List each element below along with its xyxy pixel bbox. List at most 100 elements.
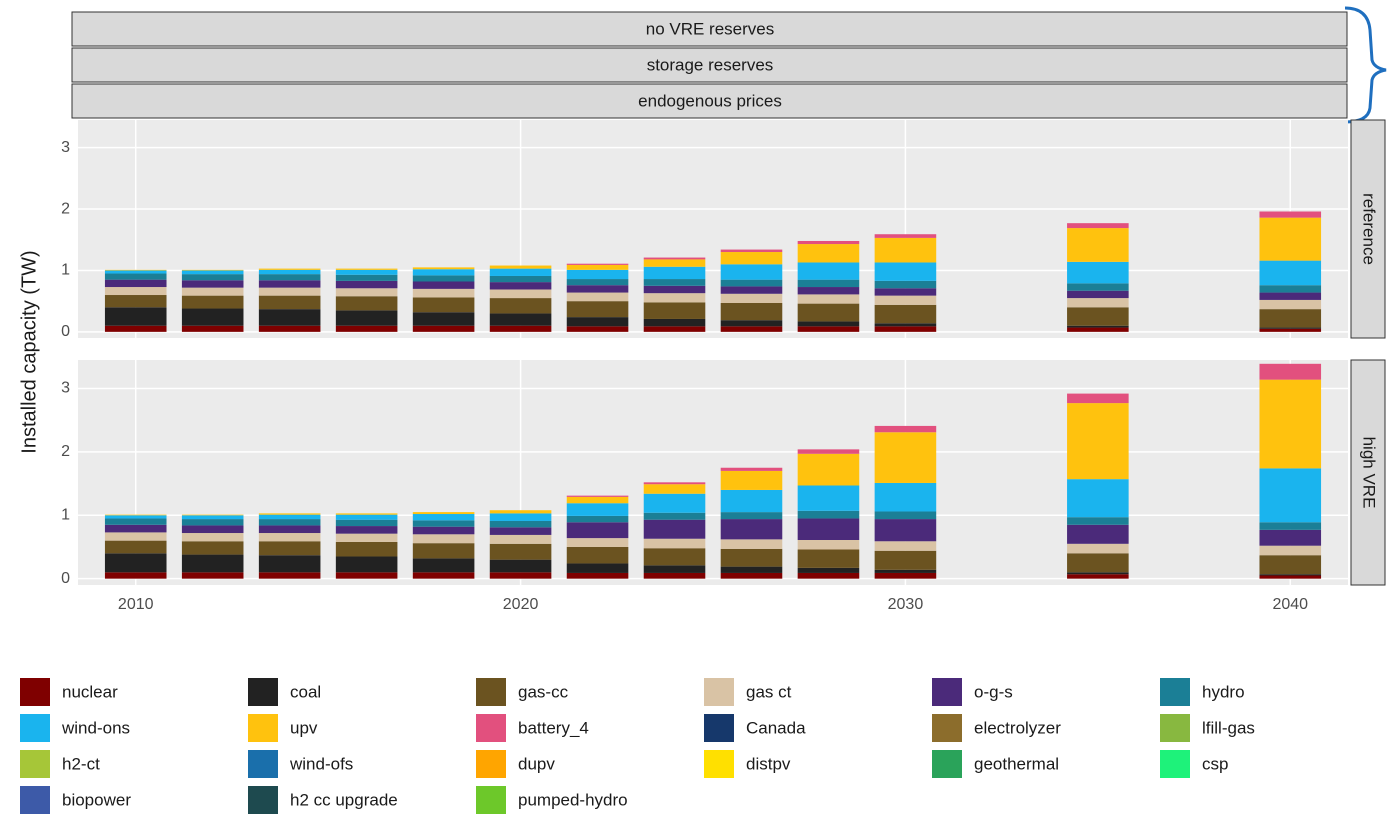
bar-segment xyxy=(720,467,783,471)
legend-label: battery_4 xyxy=(518,718,589,737)
bar-segment xyxy=(720,519,783,540)
bar-segment xyxy=(874,511,937,520)
bar-segment xyxy=(104,515,167,519)
bar-segment xyxy=(720,279,783,287)
bar-segment xyxy=(874,550,937,570)
bar-segment xyxy=(104,287,167,296)
facet-label: reference xyxy=(1360,193,1379,265)
x-tick-label: 2040 xyxy=(1272,596,1308,613)
bar-segment xyxy=(335,288,398,297)
bar-segment xyxy=(412,526,475,535)
bar-segment xyxy=(1067,524,1129,544)
legend-swatch xyxy=(932,678,962,706)
bar-segment xyxy=(643,257,706,260)
bar-segment xyxy=(335,572,398,579)
bar-segment xyxy=(720,249,783,253)
bar-segment xyxy=(874,280,937,289)
bar-segment xyxy=(797,287,860,295)
bar-segment xyxy=(181,572,244,579)
bar-segment xyxy=(1067,283,1129,291)
bar-segment xyxy=(566,263,629,265)
legend-label: wind-ons xyxy=(61,718,130,737)
legend-swatch xyxy=(248,750,278,778)
bar-segment xyxy=(720,286,783,294)
bar-segment xyxy=(797,321,860,327)
bar-segment xyxy=(1067,307,1129,326)
bar-segment xyxy=(181,295,244,309)
legend-label: upv xyxy=(290,718,318,737)
bar-segment xyxy=(874,288,937,296)
bar-segment xyxy=(720,264,783,280)
bar-segment xyxy=(1259,379,1322,469)
bar-segment xyxy=(489,527,552,535)
bar-segment xyxy=(412,512,475,515)
legend-swatch xyxy=(248,678,278,706)
bar-segment xyxy=(566,269,629,280)
bar-segment xyxy=(181,280,244,288)
legend-label: wind-ofs xyxy=(289,754,353,773)
bar-segment xyxy=(181,325,244,332)
bar-segment xyxy=(258,572,321,579)
legend-swatch xyxy=(476,786,506,814)
bar-segment xyxy=(566,264,629,270)
bar-segment xyxy=(797,540,860,550)
bar-segment xyxy=(797,449,860,454)
bar-segment xyxy=(335,269,398,275)
bar-segment xyxy=(797,453,860,486)
bar-segment xyxy=(1259,217,1322,261)
bar-segment xyxy=(874,295,937,305)
bar-segment xyxy=(181,525,244,534)
bar-segment xyxy=(489,520,552,528)
bar-segment xyxy=(643,266,706,280)
bar-segment xyxy=(1067,553,1129,573)
bar-segment xyxy=(335,268,398,270)
bar-segment xyxy=(1259,327,1322,329)
bar-segment xyxy=(643,482,706,485)
bar-segment xyxy=(643,565,706,573)
bar-segment xyxy=(104,325,167,332)
y-tick-label: 3 xyxy=(61,139,70,156)
bar-segment xyxy=(1259,522,1322,530)
bar-segment xyxy=(258,513,321,515)
bar-segment xyxy=(797,294,860,304)
legend-label: o-g-s xyxy=(974,682,1013,701)
bar-segment xyxy=(335,513,398,515)
bar-segment xyxy=(181,554,244,573)
bar-segment xyxy=(874,234,937,238)
bar-segment xyxy=(720,572,783,579)
bar-segment xyxy=(1259,328,1322,332)
legend-label: h2 cc upgrade xyxy=(290,790,398,809)
bar-segment xyxy=(181,287,244,296)
bar-segment xyxy=(181,514,244,516)
legend-label: coal xyxy=(290,682,321,701)
bar-segment xyxy=(335,556,398,573)
bar-segment xyxy=(1067,298,1129,308)
bar-segment xyxy=(1067,572,1129,575)
bar-segment xyxy=(643,572,706,579)
bar-segment xyxy=(720,548,783,567)
bar-segment xyxy=(1067,403,1129,480)
bar-segment xyxy=(335,325,398,332)
bar-segment xyxy=(797,567,860,573)
legend-swatch xyxy=(704,678,734,706)
legend-swatch xyxy=(1160,714,1190,742)
legend-label: pumped-hydro xyxy=(518,790,628,809)
bar-segment xyxy=(489,513,552,521)
bar-segment xyxy=(1259,292,1322,300)
bar-segment xyxy=(720,326,783,332)
x-tick-label: 2030 xyxy=(888,596,924,613)
bar-segment xyxy=(566,572,629,579)
bar-segment xyxy=(1259,211,1322,218)
legend-swatch xyxy=(476,750,506,778)
legend-swatch xyxy=(476,678,506,706)
bar-segment xyxy=(489,534,552,544)
bar-segment xyxy=(797,572,860,579)
bar-segment xyxy=(181,519,244,526)
bar-segment xyxy=(643,279,706,286)
bar-segment xyxy=(566,496,629,504)
bar-segment xyxy=(181,270,244,275)
legend-label: csp xyxy=(1202,754,1228,773)
facet-label: high VRE xyxy=(1360,437,1379,509)
legend-label: distpv xyxy=(746,754,791,773)
